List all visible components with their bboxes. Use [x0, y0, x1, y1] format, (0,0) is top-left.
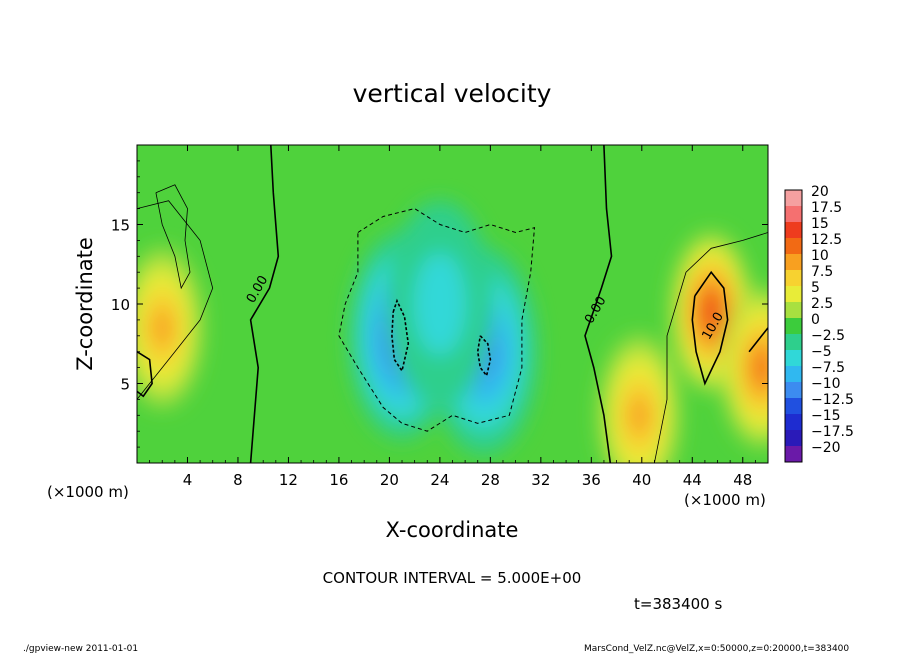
x-tick-label: 44 — [683, 471, 702, 489]
colorbar-label: −20 — [811, 440, 841, 456]
colorbar-cell — [785, 254, 802, 271]
colorbar: 2017.51512.5107.552.50−2.5−5−7.5−10−12.5… — [784, 184, 854, 463]
x-unit-right: (×1000 m) — [684, 491, 766, 509]
contour-line — [691, 270, 729, 386]
contour-line — [476, 335, 492, 378]
colorbar-label: −5 — [811, 344, 832, 360]
footer-right: MarsCond_VelZ.nc@VelZ,x=0:50000,z=0:2000… — [584, 644, 849, 654]
colorbar-cell — [785, 446, 802, 463]
x-tick-label: 28 — [481, 471, 500, 489]
colorbar-label: 12.5 — [811, 232, 842, 248]
colorbar-label: 20 — [811, 184, 829, 200]
x-tick-label: 40 — [632, 471, 651, 489]
x-tick-label: 48 — [733, 471, 752, 489]
colorbar-cell — [785, 206, 802, 223]
x-tick-label: 16 — [329, 471, 348, 489]
colorbar-label: 5 — [811, 280, 820, 296]
contour-line — [391, 298, 410, 373]
y-axis-title: Z-coordinate — [73, 237, 97, 371]
field-ring — [152, 307, 173, 348]
colorbar-label: −2.5 — [811, 328, 845, 344]
colorbar-label: 15 — [811, 216, 829, 232]
field-ring — [753, 351, 768, 384]
x-axis-title: X-coordinate — [386, 518, 519, 542]
contour-line — [155, 184, 191, 290]
x-tick-label: 36 — [582, 471, 601, 489]
colorbar-cell — [785, 270, 802, 287]
x-tick-label: 4 — [183, 471, 193, 489]
colorbar-label: 10 — [811, 248, 829, 264]
colorbar-cell — [785, 382, 802, 399]
colorbar-cell — [785, 430, 802, 447]
colorbar-cell — [785, 286, 802, 303]
field-ring — [704, 298, 718, 326]
colorbar-label: −7.5 — [811, 360, 845, 376]
colorbar-label: 7.5 — [811, 264, 833, 280]
colorbar-cell — [785, 398, 802, 415]
time-label: t=383400 s — [634, 595, 722, 613]
field-layer — [137, 200, 768, 463]
colorbar-cell — [785, 318, 802, 335]
y-tick-label: 5 — [120, 376, 130, 394]
contour-line — [137, 351, 153, 398]
colorbar-cell — [785, 334, 802, 351]
colorbar-label: 17.5 — [811, 200, 842, 216]
x-tick-label: 24 — [430, 471, 449, 489]
field-blob — [137, 248, 203, 408]
field-blob — [386, 200, 493, 408]
colorbar-cell — [785, 350, 802, 367]
contour-line — [249, 145, 280, 463]
colorbar-cell — [785, 238, 802, 255]
field-ring — [413, 252, 467, 356]
y-tick-label: 15 — [111, 217, 130, 235]
contour-line — [338, 208, 536, 432]
colorbar-label: −17.5 — [811, 424, 854, 440]
field-blob — [721, 288, 768, 448]
footer-left: ./gpview-new 2011-01-01 — [23, 644, 138, 654]
contour-line — [654, 232, 768, 463]
x-tick-label: 20 — [380, 471, 399, 489]
x-tick-label: 32 — [531, 471, 550, 489]
x-tick-label: 8 — [233, 471, 243, 489]
contour-interval-note: CONTOUR INTERVAL = 5.000E+00 — [323, 569, 582, 587]
plot-area: 0.000.00 10.0 — [137, 145, 768, 463]
chart-title: vertical velocity — [353, 79, 552, 108]
contour-line — [584, 145, 613, 463]
colorbar-cell — [785, 222, 802, 239]
colorbar-label: 2.5 — [811, 296, 833, 312]
field-ring — [629, 395, 650, 436]
colorbar-label: −15 — [811, 408, 841, 424]
x-unit-left: (×1000 m) — [47, 483, 129, 501]
y-axis: 5 10 15 — [111, 160, 768, 448]
colorbar-label: −12.5 — [811, 392, 854, 408]
colorbar-cell — [785, 414, 802, 431]
colorbar-cell — [785, 190, 802, 207]
colorbar-cell — [785, 366, 802, 383]
colorbar-label: 0 — [811, 312, 820, 328]
field-blob — [598, 335, 680, 463]
colorbar-cell — [785, 302, 802, 319]
colorbar-label: −10 — [811, 376, 841, 392]
x-tick-label: 12 — [279, 471, 298, 489]
colorbar-frame — [784, 189, 803, 463]
y-tick-label: 10 — [111, 296, 130, 314]
contour-line — [748, 327, 768, 353]
x-axis: 4 8 12 16 20 24 28 32 36 40 44 48 — [149, 145, 756, 489]
contour-line — [137, 200, 214, 400]
